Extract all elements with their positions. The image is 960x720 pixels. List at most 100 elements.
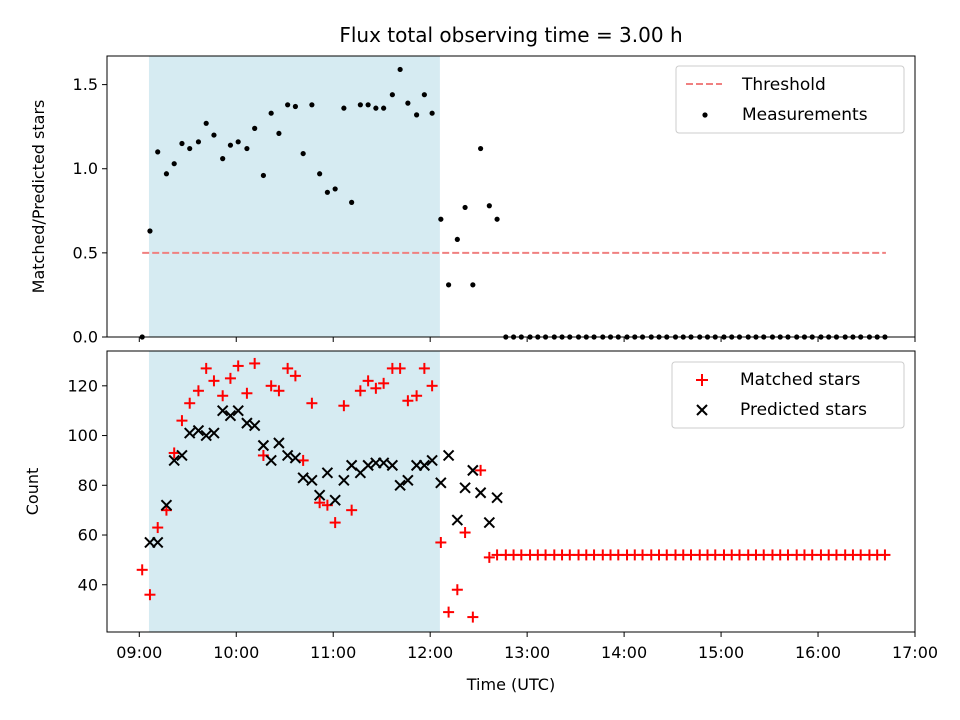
measurement-point xyxy=(276,130,282,137)
measurement-point xyxy=(341,105,347,111)
predicted-star-point xyxy=(192,424,205,437)
predicted-star-point xyxy=(435,477,447,489)
predicted-star-point xyxy=(241,417,253,429)
measurement-point xyxy=(454,236,460,243)
legend-measurements-label: Measurements xyxy=(742,105,868,125)
matched-star-point xyxy=(217,390,229,402)
matched-star-point xyxy=(329,517,341,529)
matched-star-point xyxy=(152,522,164,534)
matched-star-point xyxy=(459,527,471,539)
matched-star-point xyxy=(467,611,479,623)
predicted-star-point xyxy=(281,449,294,462)
predicted-star-point xyxy=(306,474,318,487)
measurement-point xyxy=(203,120,209,126)
matched-star-point xyxy=(289,370,301,382)
matched-star-points xyxy=(136,357,891,623)
matched-star-point xyxy=(354,385,366,397)
measurement-point xyxy=(179,140,185,147)
matched-star-point xyxy=(483,551,495,563)
matched-star-point xyxy=(346,504,358,516)
measurement-point xyxy=(220,156,226,162)
measurement-point xyxy=(171,161,177,167)
measurement-point xyxy=(147,228,153,234)
predicted-star-point xyxy=(152,536,164,549)
measurement-point xyxy=(309,102,315,108)
chart-title: Flux total observing time = 3.00 h xyxy=(339,23,682,47)
x-tick-label: 16:00 xyxy=(795,643,841,662)
x-tick-label: 11:00 xyxy=(310,643,356,662)
predicted-star-point xyxy=(160,499,173,511)
predicted-star-point xyxy=(184,427,196,439)
predicted-star-point xyxy=(273,437,285,449)
predicted-star-point xyxy=(418,459,431,472)
measurement-point xyxy=(187,145,193,152)
y-ticks-count: 40 60 80 100 120 xyxy=(67,376,107,594)
count-panel-frame xyxy=(106,350,916,633)
measurement-point xyxy=(244,145,250,152)
matched-star-point xyxy=(208,375,220,387)
matched-star-point xyxy=(241,387,253,399)
measurement-point xyxy=(260,172,267,179)
x-tick-label: 09:00 xyxy=(116,643,162,662)
matched-star-point xyxy=(451,584,463,596)
matched-star-point xyxy=(184,397,196,409)
y-tick-label: 120 xyxy=(67,376,98,395)
predicted-star-point xyxy=(265,454,277,467)
legend-matched-label: Matched stars xyxy=(740,370,860,390)
matched-star-point xyxy=(879,549,891,561)
measurement-point xyxy=(195,139,202,145)
matched-star-point xyxy=(402,395,414,407)
x-tick-label: 17:00 xyxy=(892,643,938,662)
matched-star-point xyxy=(224,372,236,384)
predicted-star-point xyxy=(321,467,334,479)
predicted-star-point xyxy=(377,457,390,469)
x-tick-label: 14:00 xyxy=(601,643,647,662)
predicted-star-point xyxy=(338,474,350,487)
y-tick-label: 0.5 xyxy=(73,243,98,262)
matched-star-point xyxy=(136,564,148,576)
matched-star-point xyxy=(362,375,374,387)
measurement-point xyxy=(252,125,258,131)
measurement-point xyxy=(285,102,291,108)
matched-star-point xyxy=(168,447,180,459)
matched-star-point xyxy=(435,536,447,548)
x-tick-label: 12:00 xyxy=(407,643,453,662)
measurement-point xyxy=(235,139,241,145)
x-tick-label: 13:00 xyxy=(504,643,550,662)
observing-window-shade-bottom xyxy=(148,351,440,632)
measurement-point xyxy=(486,203,492,209)
measurement-point xyxy=(389,92,395,98)
x-ticks-bottom: 09:00 10:00 11:00 12:00 13:00 14:00 15:00 16:00… xyxy=(116,632,938,662)
legend-threshold-label: Threshold xyxy=(741,75,826,95)
predicted-star-point xyxy=(442,449,455,462)
matched-star-point xyxy=(249,357,261,369)
matched-star-point xyxy=(411,390,423,402)
measurement-point xyxy=(405,100,411,106)
measurement-point xyxy=(494,216,500,222)
legend-predicted-swatch xyxy=(696,404,708,416)
matched-star-point xyxy=(273,385,285,397)
predicted-star-point xyxy=(248,419,261,432)
predicted-star-point xyxy=(459,482,471,494)
matched-star-point xyxy=(394,362,406,374)
x-tick-label: 15:00 xyxy=(698,643,744,662)
measurement-point xyxy=(478,145,484,152)
observing-window-shade-top xyxy=(148,56,440,337)
predicted-star-point xyxy=(168,454,180,467)
measurement-point xyxy=(470,282,476,288)
y-ticks-ratio: 0.0 0.5 1.0 1.5 xyxy=(73,75,107,347)
matched-star-point xyxy=(200,362,212,374)
matched-star-point xyxy=(176,415,188,427)
predicted-star-point xyxy=(200,429,212,442)
measurement-point xyxy=(300,150,306,157)
predicted-star-point xyxy=(216,404,229,417)
predicted-star-point xyxy=(297,472,309,484)
x-axis-label: Time (UTC) xyxy=(466,675,555,694)
predicted-star-point xyxy=(232,404,244,417)
y-tick-label: 100 xyxy=(67,426,98,445)
y-axis-label-ratio: Matched/Predicted stars xyxy=(29,100,48,294)
matched-star-point xyxy=(338,400,350,412)
measurement-point xyxy=(357,102,363,108)
measurement-point xyxy=(462,204,468,211)
